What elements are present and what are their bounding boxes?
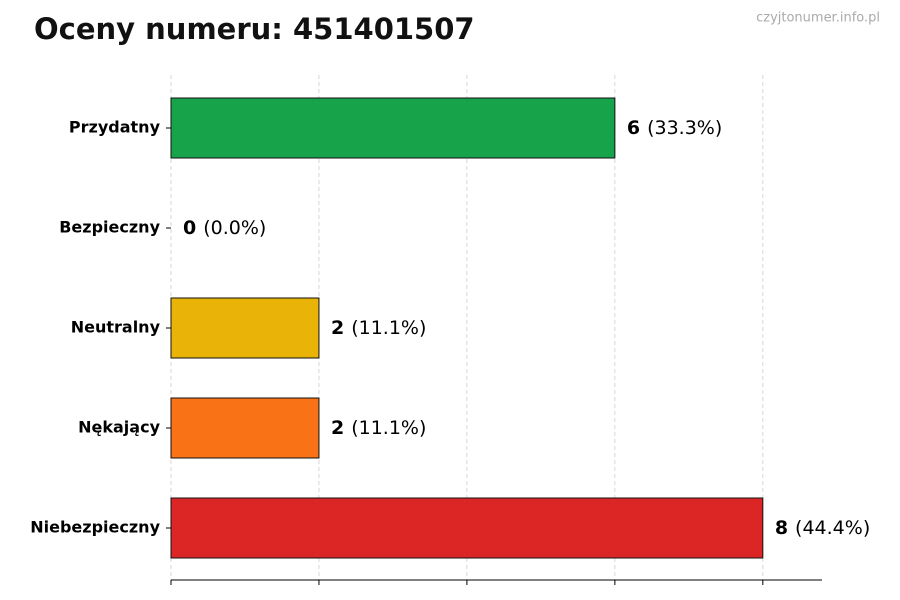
y-tick-label: Bezpieczny <box>59 218 160 237</box>
value-share: (11.1%) <box>351 317 426 339</box>
watermark: czyjtonumer.info.pl <box>756 11 880 26</box>
value-label: 0 (0.0%) <box>183 217 266 239</box>
value-label: 8 (44.4%) <box>775 517 870 539</box>
value-share: (11.1%) <box>351 417 426 439</box>
bar <box>170 497 764 559</box>
value-share: (44.4%) <box>795 517 870 539</box>
bar <box>170 97 616 159</box>
value-share: (33.3%) <box>647 117 722 139</box>
y-tick-label: Niebezpieczny <box>30 518 160 537</box>
value-number: 6 <box>627 117 640 139</box>
bar <box>170 297 320 359</box>
y-tick-label: Neutralny <box>71 318 161 337</box>
value-share: (0.0%) <box>203 217 266 239</box>
value-number: 8 <box>775 517 788 539</box>
value-number: 2 <box>331 417 344 439</box>
bar <box>170 397 320 459</box>
value-number: 2 <box>331 317 344 339</box>
value-label: 2 (11.1%) <box>331 317 426 339</box>
chart-title: Oceny numeru: 451401507 <box>34 12 475 46</box>
y-tick-label: Przydatny <box>69 118 161 137</box>
y-tick-label: Nękający <box>78 418 160 437</box>
value-number: 0 <box>183 217 196 239</box>
value-label: 6 (33.3%) <box>627 117 722 139</box>
value-label: 2 (11.1%) <box>331 417 426 439</box>
